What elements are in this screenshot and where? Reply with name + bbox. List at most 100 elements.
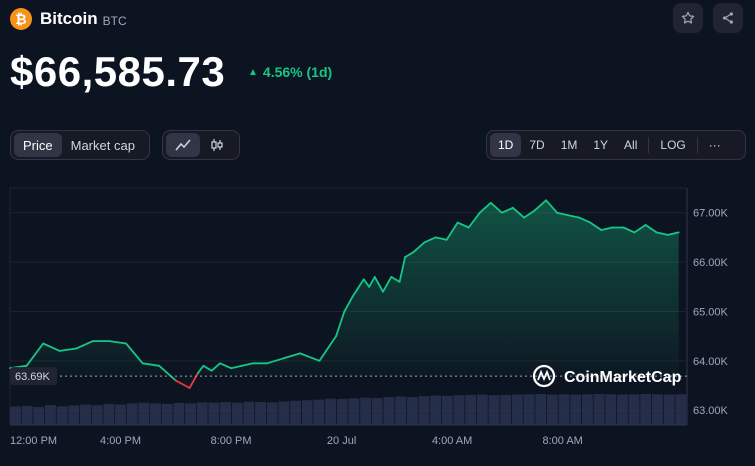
price-line-segment	[512, 206, 525, 219]
volume-bar	[138, 402, 150, 425]
volume-bar	[208, 402, 220, 425]
price-line-segment	[500, 206, 514, 214]
price-line-segment	[434, 236, 448, 241]
more-options-button[interactable]: ···	[708, 138, 721, 152]
coin-name: Bitcoin	[40, 9, 98, 28]
volume-bar	[243, 401, 255, 425]
price-line-segment	[141, 362, 161, 367]
line-chart-button[interactable]	[166, 133, 200, 157]
price-line-segment	[390, 276, 401, 283]
coinmarketcap-watermark: CoinMarketCap	[532, 364, 682, 388]
volume-bar	[616, 394, 628, 425]
volume-bar	[593, 394, 605, 425]
volume-bar	[336, 398, 348, 425]
volume-bar	[360, 397, 372, 425]
volume-bar	[33, 407, 45, 425]
volume-bar	[488, 395, 500, 425]
y-tick-label: 65.00K	[693, 306, 729, 318]
star-icon	[681, 11, 695, 24]
price-change-badge: ▲ 4.56% (1d)	[248, 64, 332, 80]
price-line-segment	[622, 226, 636, 234]
volume-bar	[465, 394, 477, 425]
price-line-segment	[362, 278, 371, 288]
volume-bar	[383, 397, 395, 425]
price-line-segment	[423, 236, 437, 244]
volume-bar	[558, 394, 570, 425]
price-line-segment	[299, 352, 321, 362]
range-1d-button[interactable]: 1D	[490, 133, 522, 157]
price-chart[interactable]: 67.00K 66.00K 65.00K 64.00K 63.00K 63.69K 12…	[0, 180, 755, 466]
price-line-segment	[398, 256, 407, 283]
x-tick-label: 8:00 AM	[542, 435, 582, 447]
range-all-button[interactable]: All	[624, 138, 638, 152]
price-line-segment	[174, 379, 191, 389]
x-tick-label: 12:00 PM	[10, 435, 57, 447]
time-range-selector: 1D 7D 1M 1Y All LOG ···	[486, 130, 746, 160]
price-line-segment	[318, 335, 338, 362]
volume-bar	[640, 394, 652, 425]
range-1m-button[interactable]: 1M	[560, 138, 578, 152]
range-7d-button[interactable]: 7D	[529, 138, 545, 152]
x-tick-label: 4:00 PM	[100, 435, 141, 447]
price-line-segment	[666, 231, 680, 236]
share-button[interactable]	[713, 3, 743, 33]
volume-bar	[441, 395, 453, 425]
price-line-segment	[534, 199, 547, 212]
price-line-segment	[202, 364, 213, 372]
price-line-segment	[489, 201, 503, 214]
volume-bar	[406, 397, 418, 425]
price-tab[interactable]: Price	[14, 133, 62, 157]
price-line-segment	[210, 362, 221, 372]
price-line-segment	[404, 251, 415, 258]
divider	[696, 137, 698, 153]
market-cap-tab[interactable]: Market cap	[70, 137, 135, 153]
price-line-segment	[478, 201, 492, 214]
candlestick-icon	[211, 139, 223, 151]
watchlist-star-button[interactable]	[673, 3, 703, 33]
coinmarketcap-logo-mark	[537, 369, 551, 382]
price-change-value: 4.56% (1d)	[262, 64, 333, 80]
volume-bar	[80, 404, 91, 425]
y-tick-label: 67.00K	[693, 208, 729, 220]
y-tick-label: 63.00K	[693, 405, 729, 417]
price-line-segment	[445, 221, 459, 241]
volume-bar	[161, 403, 173, 425]
price-line-segment	[368, 276, 376, 288]
price-line-segment	[343, 295, 354, 313]
volume-bar	[173, 402, 185, 425]
volume-bar	[103, 403, 115, 425]
price-line-segment	[335, 310, 346, 338]
range-1y-button[interactable]: 1Y	[593, 138, 609, 152]
volume-bar	[301, 400, 313, 425]
volume-bar	[56, 406, 68, 425]
volume-bar	[500, 394, 512, 425]
y-tick-label: 66.00K	[693, 257, 729, 269]
volume-bar	[185, 403, 196, 425]
volume-bar	[546, 394, 558, 425]
volume-bar	[395, 396, 407, 425]
reference-label-box	[10, 367, 57, 386]
price-line-segment	[241, 362, 255, 367]
chart-type-toggle	[162, 130, 240, 160]
price-line-segment	[589, 221, 603, 231]
price-line-segment	[578, 216, 592, 224]
coin-header: ₿ Bitcoin BTC	[10, 6, 127, 32]
price-line-segment	[282, 352, 302, 360]
price-line-segment	[567, 214, 581, 219]
volume-bar	[266, 402, 278, 425]
coinmarketcap-logo-icon	[532, 364, 556, 388]
volume-bar	[476, 394, 488, 425]
volume-bar	[628, 394, 640, 425]
volume-bar	[430, 395, 442, 425]
candlestick-button[interactable]	[200, 133, 234, 157]
triangle-up-icon: ▲	[248, 66, 258, 78]
x-tick-label: 20 Jul	[327, 435, 356, 447]
x-tick-label: 8:00 PM	[211, 435, 252, 447]
coin-symbol: BTC	[102, 13, 127, 28]
price-line-segment	[42, 342, 61, 352]
price-line-segment	[412, 241, 426, 254]
volume-bar	[290, 400, 302, 425]
volume-bar	[91, 405, 103, 425]
volume-bar	[220, 402, 231, 425]
log-scale-button[interactable]: LOG	[660, 138, 686, 152]
